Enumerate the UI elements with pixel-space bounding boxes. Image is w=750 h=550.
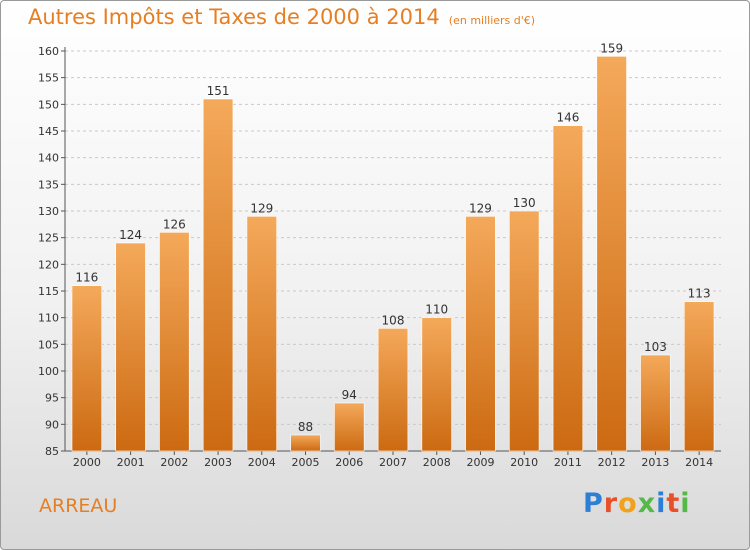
data-label: 124	[119, 228, 142, 242]
x-tick-label: 2013	[641, 456, 669, 469]
y-tick-label: 125	[38, 232, 59, 245]
data-label: 116	[75, 271, 98, 285]
data-label: 151	[207, 84, 230, 98]
logo-letter: t	[666, 488, 681, 519]
place-name: ARREAU	[39, 495, 118, 517]
data-label: 159	[600, 41, 623, 55]
y-tick-label: 140	[38, 152, 59, 165]
bar-2010	[509, 210, 540, 452]
bar-2002	[159, 232, 190, 452]
y-tick-label: 115	[38, 285, 59, 298]
chart-subtitle: (en milliers d'€)	[448, 14, 536, 27]
data-label: 126	[163, 217, 186, 231]
bar-2004	[246, 216, 277, 452]
bar-2003	[202, 98, 234, 452]
bar-2008	[421, 317, 452, 452]
data-label: 110	[425, 303, 448, 317]
bar-2012	[596, 56, 627, 452]
data-label: 94	[342, 388, 357, 402]
logo-letter: P	[583, 488, 604, 519]
chart-title: Autres Impôts et Taxes de 2000 à 2014	[28, 5, 440, 29]
logo-letter: r	[603, 488, 619, 519]
y-tick-label: 130	[38, 205, 59, 218]
data-label: 129	[250, 201, 273, 215]
data-label: 113	[688, 287, 711, 301]
logo-letter: i	[680, 488, 691, 519]
y-tick-label: 110	[38, 312, 59, 325]
x-tick-label: 2002	[160, 456, 188, 469]
x-tick-label: 2000	[73, 456, 101, 469]
data-label: 146	[556, 111, 579, 125]
x-tick-label: 2007	[379, 456, 407, 469]
data-label: 130	[513, 196, 536, 210]
x-tick-label: 2010	[510, 456, 538, 469]
logo-letter: x	[637, 488, 657, 519]
y-tick-label: 150	[38, 98, 59, 111]
y-tick-label: 85	[45, 445, 59, 458]
data-label: 108	[382, 313, 405, 327]
bar-2011	[552, 125, 584, 452]
y-tick-label: 135	[38, 178, 59, 191]
bar-2009	[465, 216, 496, 452]
x-tick-label: 2008	[423, 456, 451, 469]
proxiti-logo[interactable]: Proxiti	[583, 488, 691, 519]
logo-letter: i	[656, 488, 667, 519]
y-tick-label: 105	[38, 338, 59, 351]
data-labels: 116 124 126 151 129 88 94 108 110 129 130 146 159 103…	[75, 41, 710, 434]
x-tick-label: 2004	[248, 456, 276, 469]
bars	[71, 56, 715, 452]
chart-title-block: Autres Impôts et Taxes de 2000 à 2014 (e…	[28, 5, 535, 29]
bar-2007	[377, 328, 409, 452]
bar-2013	[640, 354, 671, 452]
x-tick-label: 2003	[204, 456, 232, 469]
y-tick-label: 160	[38, 45, 59, 58]
y-tick-label: 145	[38, 125, 59, 138]
x-tick-label: 2005	[292, 456, 320, 469]
x-tick-label: 2011	[554, 456, 582, 469]
bar-2000	[71, 285, 103, 452]
x-tick-label: 2001	[117, 456, 145, 469]
x-tick-label: 2014	[685, 456, 713, 469]
bar-2001	[115, 242, 146, 452]
x-tick-label: 2006	[335, 456, 363, 469]
logo-letter: o	[618, 488, 638, 519]
x-tick-label: 2009	[466, 456, 494, 469]
y-tick-label: 95	[45, 392, 59, 405]
y-tick-label: 100	[38, 365, 59, 378]
y-tick-label: 90	[45, 418, 59, 431]
bar-2005	[290, 434, 321, 452]
bar-2014	[683, 301, 715, 452]
x-tick-label: 2012	[598, 456, 626, 469]
data-label: 129	[469, 201, 492, 215]
bar-2006	[334, 402, 365, 452]
y-tick-label: 120	[38, 258, 59, 271]
data-label: 88	[298, 420, 313, 434]
y-tick-label: 155	[38, 72, 59, 85]
data-label: 103	[644, 340, 667, 354]
